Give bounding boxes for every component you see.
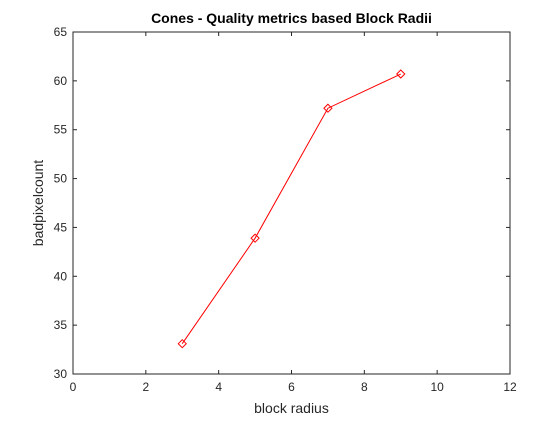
data-point-marker (323, 103, 333, 113)
y-tick-label: 65 (54, 25, 68, 39)
series-layer (177, 69, 406, 349)
x-tick-label: 8 (361, 380, 368, 394)
axes-box (72, 31, 511, 375)
x-tick-label: 2 (142, 380, 149, 394)
x-tick-label: 4 (215, 380, 222, 394)
x-tick-label: 0 (70, 380, 77, 394)
x-tick-label: 10 (430, 380, 444, 394)
series-line (181, 73, 401, 344)
data-point-marker (177, 339, 187, 349)
chart-title: Cones - Quality metrics based Block Radi… (151, 10, 432, 26)
y-tick-label: 45 (54, 220, 68, 234)
y-tick-label: 50 (54, 172, 68, 186)
data-point-marker (396, 69, 406, 79)
y-tick-label: 55 (54, 123, 68, 137)
y-tick-label: 30 (54, 367, 68, 381)
y-tick-label: 60 (54, 74, 68, 88)
y-axis-ticks: 30 35 40 45 50 55 60 65 (54, 25, 510, 381)
data-point-marker (250, 233, 260, 243)
x-tick-label: 12 (503, 380, 517, 394)
y-axis-label: badpixelcount (30, 160, 46, 247)
x-tick-label: 6 (288, 380, 295, 394)
y-tick-label: 40 (54, 269, 68, 283)
x-axis-label: block radius (254, 400, 329, 416)
x-axis-ticks: 0 2 4 6 8 10 12 (70, 32, 517, 394)
plot-area (73, 32, 510, 374)
y-tick-label: 35 (54, 318, 68, 332)
